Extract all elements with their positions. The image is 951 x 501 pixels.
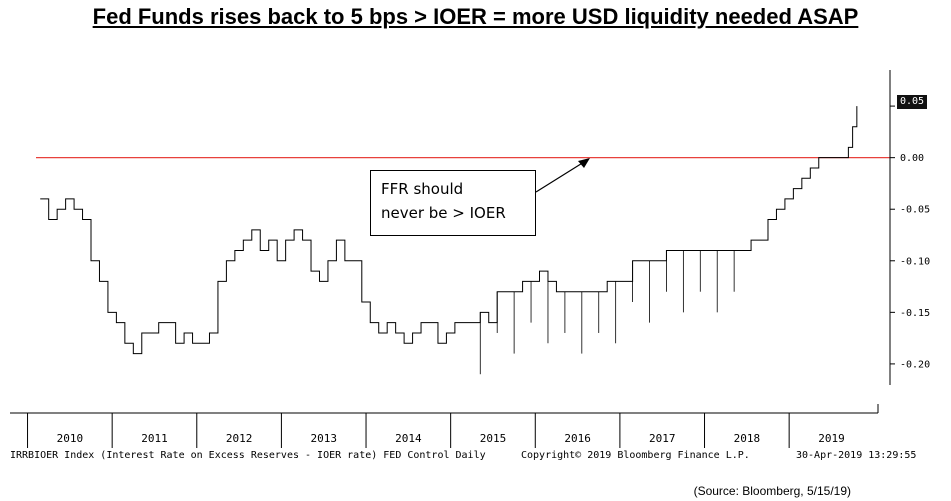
source-note: (Source: Bloomberg, 5/15/19) xyxy=(693,484,851,498)
y-tick-label: -0.05 xyxy=(900,205,930,216)
annotation-arrowhead xyxy=(578,158,590,168)
annotation-arrow xyxy=(535,161,585,193)
x-tick-label: 2014 xyxy=(395,432,422,445)
x-tick-label: 2018 xyxy=(734,432,761,445)
y-tick-label: -0.10 xyxy=(900,256,930,267)
x-tick-label: 2011 xyxy=(141,432,168,445)
y-tick-label: -0.15 xyxy=(900,308,930,319)
footer-left-text: IRRBIOER Index (Interest Rate on Excess … xyxy=(10,450,486,461)
x-tick-label: 2016 xyxy=(564,432,591,445)
y-tick-label: 0.00 xyxy=(900,153,924,164)
annotation-line-1: FFR should xyxy=(381,180,464,198)
annotation-line-2: never be > IOER xyxy=(381,204,506,222)
x-tick-label: 2012 xyxy=(226,432,253,445)
annotation-callout: FFR should never be > IOER xyxy=(370,170,536,236)
chart-title: Fed Funds rises back to 5 bps > IOER = m… xyxy=(92,4,859,29)
ffr-ioer-series-line xyxy=(40,106,858,355)
x-tick-label: 2019 xyxy=(818,432,845,445)
footer-copyright-text: Copyright© 2019 Bloomberg Finance L.P. xyxy=(521,450,750,461)
y-axis-ticks: 0.00 -0.05 -0.10 -0.15 -0.20 xyxy=(890,105,930,370)
x-tick-label: 2010 xyxy=(57,432,84,445)
x-tick-label: 2015 xyxy=(480,432,507,445)
series-spikes xyxy=(479,250,735,375)
footer-timestamp-text: 30-Apr-2019 13:29:55 xyxy=(796,450,916,461)
x-tick-label: 2017 xyxy=(649,432,676,445)
last-value-badge: 0.05 xyxy=(897,95,927,109)
x-tick-label: 2013 xyxy=(310,432,337,445)
x-axis-ticks: 2010 2011 2012 2013 2014 2015 2016 2017 2018 2019 xyxy=(27,413,845,448)
y-tick-label: -0.20 xyxy=(900,359,930,370)
